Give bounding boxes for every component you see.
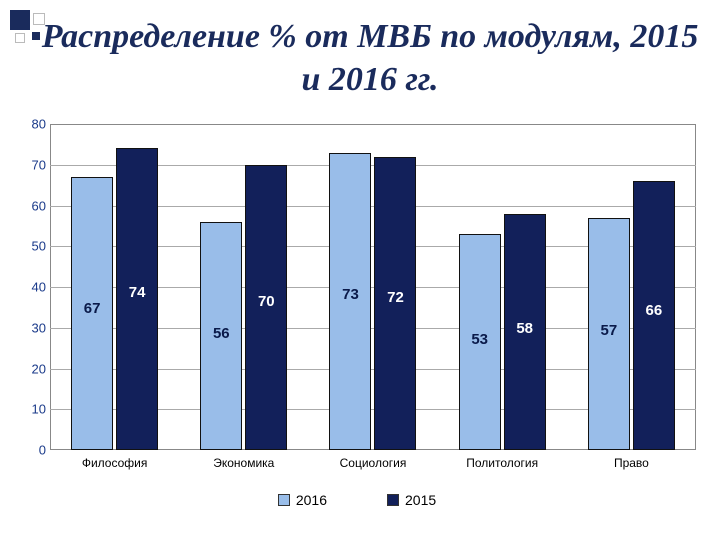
y-axis-label: 0 bbox=[20, 443, 46, 458]
x-axis-label: Политология bbox=[466, 456, 538, 470]
y-axis-label: 80 bbox=[20, 117, 46, 132]
legend-swatch bbox=[387, 494, 399, 506]
x-axis-label: Философия bbox=[82, 456, 148, 470]
bar-value-label: 67 bbox=[84, 300, 101, 317]
y-axis-label: 50 bbox=[20, 239, 46, 254]
bar-group: 7372Социология bbox=[308, 124, 437, 450]
legend-label: 2016 bbox=[296, 492, 327, 508]
chart-title: Распределение % от МВБ по модулям, 2015 … bbox=[40, 16, 700, 101]
bar: 70 bbox=[245, 165, 287, 450]
bar-value-label: 57 bbox=[601, 322, 618, 339]
y-axis-label: 10 bbox=[20, 402, 46, 417]
chart-container: 010203040506070806774Философия5670Эконом… bbox=[14, 124, 700, 510]
legend: 2016 2015 bbox=[14, 492, 700, 508]
bar: 58 bbox=[504, 214, 546, 450]
y-axis-label: 20 bbox=[20, 361, 46, 376]
bar: 57 bbox=[588, 218, 630, 450]
bar-value-label: 74 bbox=[129, 284, 146, 301]
plot-area: 010203040506070806774Философия5670Эконом… bbox=[50, 124, 696, 450]
y-axis-label: 70 bbox=[20, 157, 46, 172]
y-axis-label: 60 bbox=[20, 198, 46, 213]
bar-value-label: 58 bbox=[516, 320, 533, 337]
bar-value-label: 72 bbox=[387, 289, 404, 306]
bar-group: 5358Политология bbox=[438, 124, 567, 450]
bar: 73 bbox=[329, 153, 371, 450]
bar-value-label: 53 bbox=[471, 331, 488, 348]
legend-item: 2016 bbox=[278, 492, 327, 508]
legend-swatch bbox=[278, 494, 290, 506]
x-axis-label: Экономика bbox=[213, 456, 274, 470]
bar-value-label: 73 bbox=[342, 286, 359, 303]
bar: 72 bbox=[374, 157, 416, 450]
bar-group: 6774Философия bbox=[50, 124, 179, 450]
x-axis-label: Социология bbox=[340, 456, 407, 470]
bar: 66 bbox=[633, 181, 675, 450]
legend-label: 2015 bbox=[405, 492, 436, 508]
bar-value-label: 70 bbox=[258, 293, 275, 310]
bar: 56 bbox=[200, 222, 242, 450]
bar-value-label: 66 bbox=[646, 302, 663, 319]
bar-group: 5766Право bbox=[567, 124, 696, 450]
legend-item: 2015 bbox=[387, 492, 436, 508]
bar-value-label: 56 bbox=[213, 325, 230, 342]
y-axis-label: 40 bbox=[20, 280, 46, 295]
bar: 74 bbox=[116, 148, 158, 450]
x-axis-label: Право bbox=[614, 456, 649, 470]
y-axis-label: 30 bbox=[20, 320, 46, 335]
bar-group: 5670Экономика bbox=[179, 124, 308, 450]
bar: 53 bbox=[459, 234, 501, 450]
bar: 67 bbox=[71, 177, 113, 450]
